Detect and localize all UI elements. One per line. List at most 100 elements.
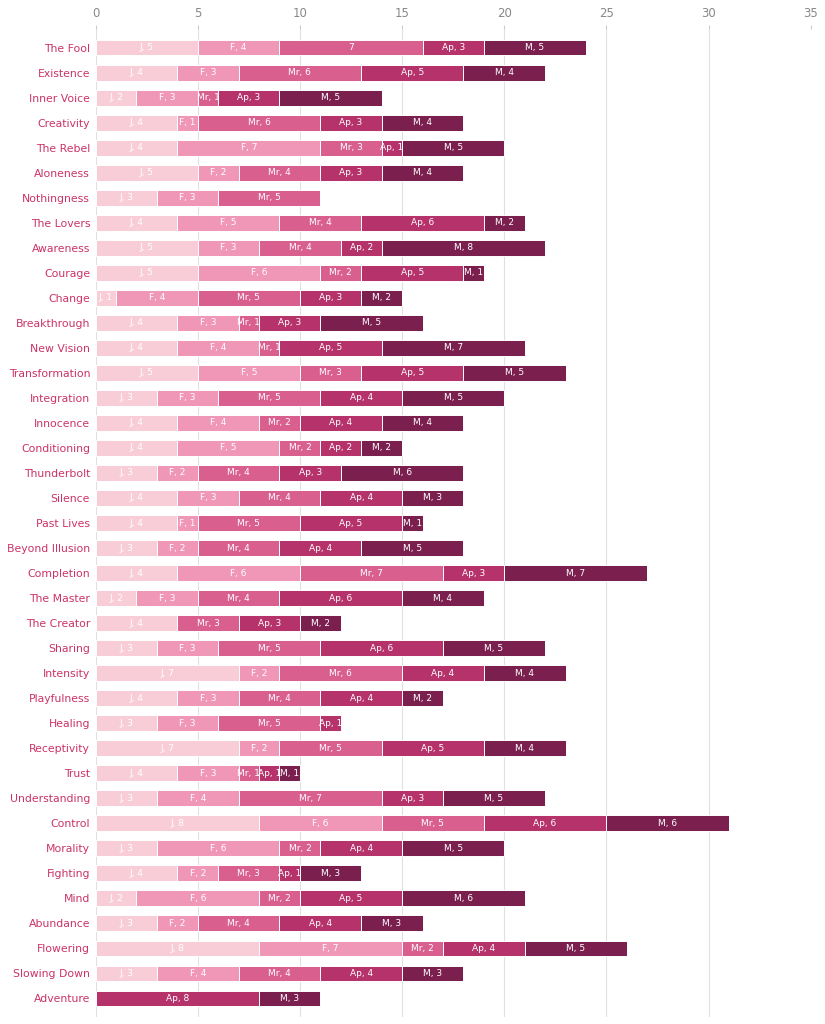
Bar: [300, 865, 361, 881]
Bar: [177, 315, 238, 331]
Bar: [177, 140, 320, 156]
Bar: [116, 290, 198, 305]
Text: Ap, 4: Ap, 4: [329, 419, 352, 427]
Text: M, 2: M, 2: [413, 693, 432, 702]
Bar: [341, 240, 382, 256]
Bar: [320, 490, 402, 506]
Bar: [464, 366, 565, 381]
Text: F, 4: F, 4: [148, 294, 165, 302]
Bar: [198, 90, 218, 105]
Bar: [96, 140, 177, 156]
Bar: [198, 115, 320, 130]
Bar: [320, 640, 443, 655]
Text: M, 4: M, 4: [515, 669, 534, 678]
Bar: [96, 215, 177, 230]
Text: Ap, 3: Ap, 3: [319, 294, 342, 302]
Text: M, 3: M, 3: [423, 494, 442, 503]
Text: Ap, 5: Ap, 5: [339, 894, 363, 903]
Bar: [402, 666, 483, 681]
Bar: [280, 40, 422, 55]
Text: M, 5: M, 5: [505, 369, 524, 378]
Bar: [361, 215, 483, 230]
Bar: [300, 366, 361, 381]
Text: J, 3: J, 3: [120, 544, 134, 553]
Bar: [382, 165, 464, 180]
Bar: [96, 716, 157, 731]
Text: M, 1: M, 1: [403, 518, 422, 527]
Text: J, 4: J, 4: [130, 618, 144, 628]
Text: F, 2: F, 2: [190, 868, 206, 878]
Bar: [177, 615, 238, 631]
Text: J, 4: J, 4: [130, 693, 144, 702]
Text: F, 7: F, 7: [241, 143, 257, 153]
Text: Ap, 6: Ap, 6: [411, 218, 434, 227]
Bar: [402, 690, 443, 706]
Text: Mr, 4: Mr, 4: [227, 469, 250, 477]
Bar: [238, 690, 320, 706]
Bar: [96, 940, 259, 956]
Text: F, 2: F, 2: [251, 669, 267, 678]
Text: Ap, 1: Ap, 1: [278, 868, 301, 878]
Bar: [259, 815, 382, 830]
Bar: [177, 115, 198, 130]
Bar: [157, 915, 198, 931]
Text: Ap, 1: Ap, 1: [380, 143, 403, 153]
Bar: [218, 190, 320, 206]
Bar: [96, 265, 198, 281]
Bar: [198, 165, 238, 180]
Text: M, 1: M, 1: [464, 268, 483, 278]
Bar: [96, 490, 177, 506]
Bar: [259, 765, 280, 781]
Bar: [382, 115, 464, 130]
Text: J, 3: J, 3: [120, 393, 134, 402]
Text: Mr, 6: Mr, 6: [289, 69, 311, 77]
Bar: [96, 615, 177, 631]
Bar: [238, 666, 280, 681]
Text: Ap, 2: Ap, 2: [350, 244, 373, 252]
Text: F, 4: F, 4: [230, 43, 247, 52]
Text: Ap, 5: Ap, 5: [401, 69, 424, 77]
Text: F, 2: F, 2: [251, 743, 267, 753]
Bar: [382, 340, 525, 355]
Bar: [218, 390, 320, 406]
Text: Mr, 4: Mr, 4: [289, 244, 311, 252]
Bar: [525, 940, 627, 956]
Bar: [443, 565, 504, 581]
Bar: [96, 515, 177, 530]
Text: Ap, 6: Ap, 6: [370, 644, 394, 652]
Bar: [96, 690, 177, 706]
Bar: [96, 966, 157, 981]
Bar: [157, 716, 218, 731]
Text: M, 5: M, 5: [484, 794, 503, 803]
Text: Ap, 1: Ap, 1: [257, 769, 280, 777]
Text: F, 2: F, 2: [169, 544, 186, 553]
Text: M, 4: M, 4: [495, 69, 514, 77]
Text: Ap, 5: Ap, 5: [401, 369, 424, 378]
Bar: [96, 590, 136, 606]
Text: Mr, 5: Mr, 5: [422, 819, 444, 827]
Bar: [238, 315, 259, 331]
Bar: [259, 891, 300, 906]
Text: M, 7: M, 7: [444, 343, 463, 352]
Text: J, 4: J, 4: [130, 868, 144, 878]
Bar: [483, 666, 565, 681]
Bar: [96, 765, 177, 781]
Bar: [96, 366, 198, 381]
Bar: [96, 190, 157, 206]
Text: Ap, 5: Ap, 5: [401, 268, 424, 278]
Text: J, 5: J, 5: [139, 268, 153, 278]
Bar: [382, 415, 464, 431]
Text: M, 5: M, 5: [484, 644, 503, 652]
Text: Mr, 4: Mr, 4: [227, 919, 250, 928]
Text: F, 2: F, 2: [169, 469, 186, 477]
Bar: [177, 215, 280, 230]
Bar: [177, 765, 238, 781]
Bar: [218, 865, 280, 881]
Bar: [483, 815, 606, 830]
Bar: [320, 966, 402, 981]
Text: Mr, 1: Mr, 1: [238, 318, 261, 328]
Text: Ap, 8: Ap, 8: [166, 994, 189, 1002]
Text: M, 4: M, 4: [413, 119, 432, 127]
Text: Ap, 3: Ap, 3: [257, 618, 280, 628]
Bar: [136, 891, 259, 906]
